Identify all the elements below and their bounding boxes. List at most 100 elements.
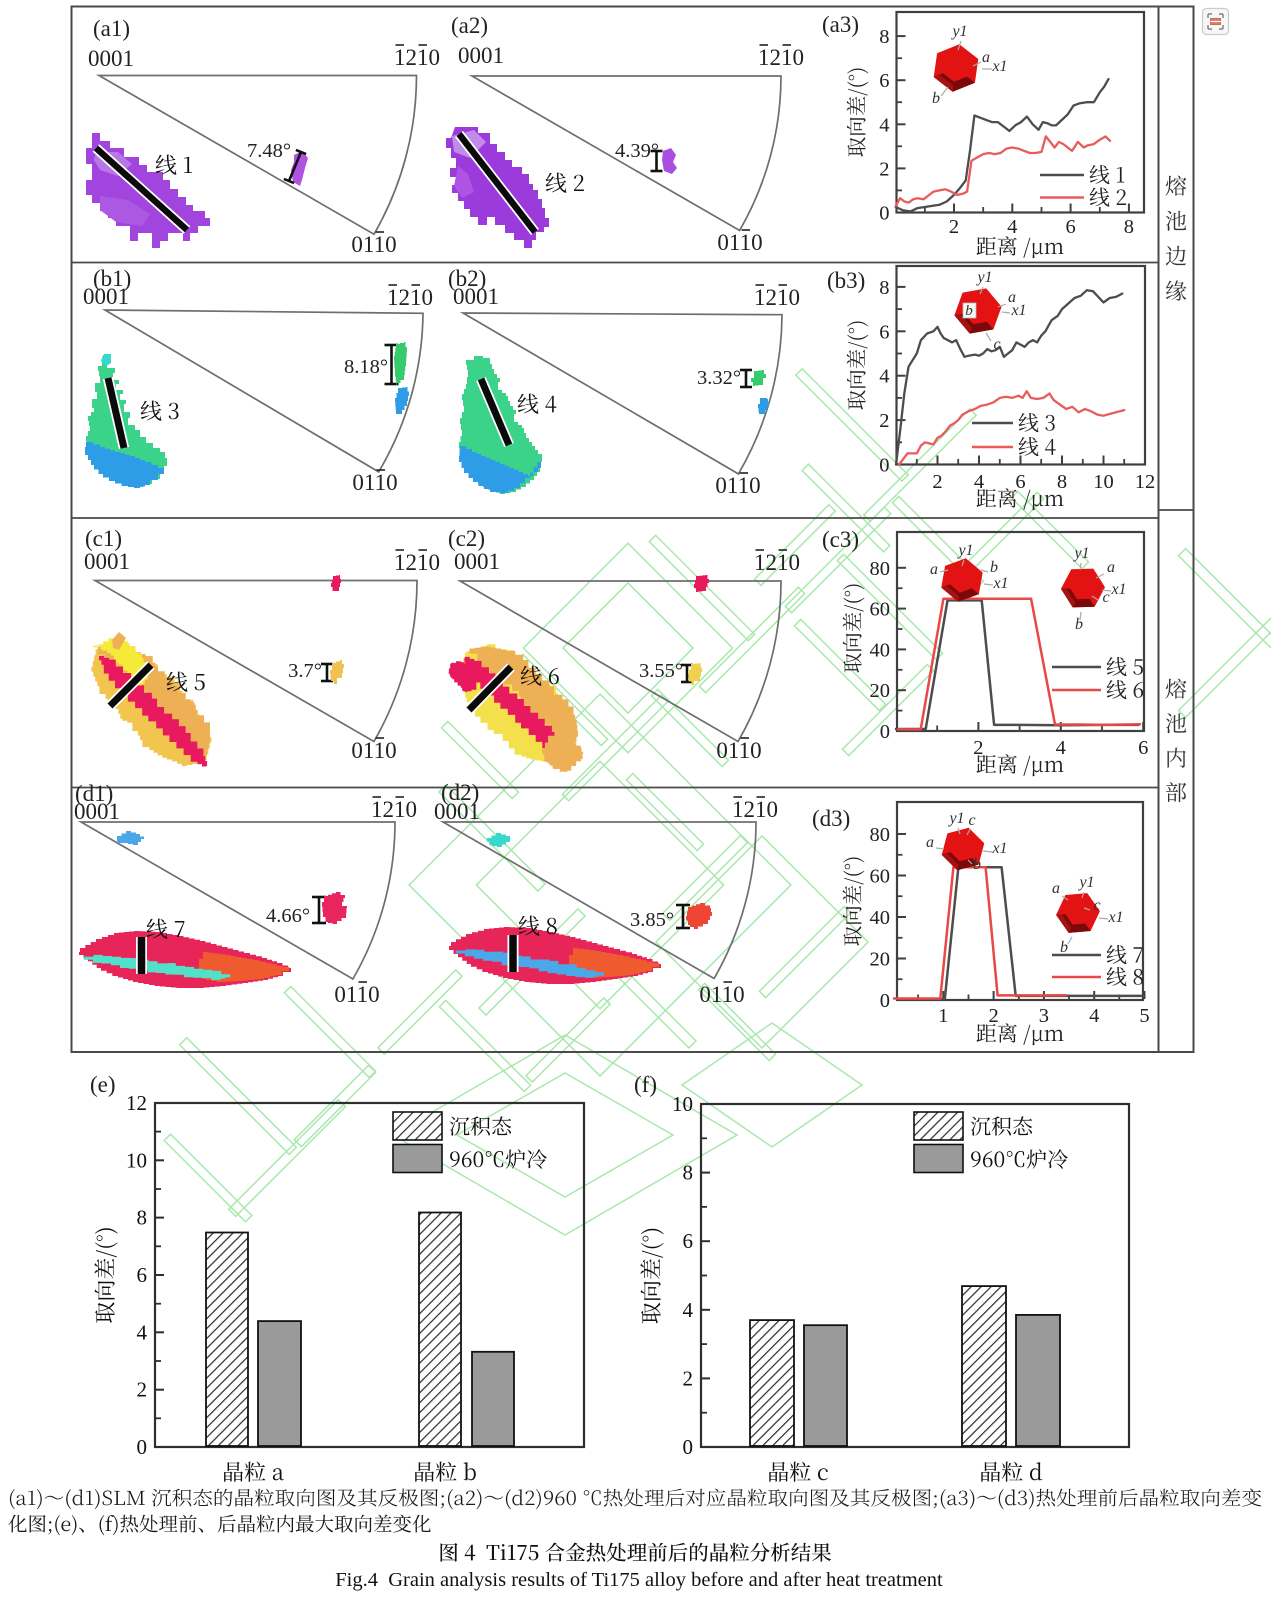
svg-text:0110: 0110 <box>351 738 396 763</box>
svg-text:6: 6 <box>683 1229 694 1253</box>
svg-text:80: 80 <box>870 824 891 846</box>
svg-text:0: 0 <box>879 203 889 225</box>
svg-text:0110: 0110 <box>717 230 762 255</box>
svg-text:b: b <box>973 856 981 873</box>
svg-text:(c2): (c2) <box>448 526 485 551</box>
svg-text:8.18°: 8.18° <box>344 356 388 378</box>
svg-text:0001: 0001 <box>84 549 130 574</box>
svg-text:a: a <box>930 561 938 578</box>
svg-text:4.39°: 4.39° <box>615 140 659 162</box>
svg-text:0110: 0110 <box>351 232 396 257</box>
svg-text:3: 3 <box>1039 1005 1049 1027</box>
svg-text:y1: y1 <box>1077 874 1094 891</box>
svg-text:x1: x1 <box>991 58 1007 75</box>
svg-text:b: b <box>965 303 973 319</box>
svg-text:2: 2 <box>949 216 959 238</box>
svg-text:6: 6 <box>879 321 889 343</box>
svg-text:1210: 1210 <box>387 285 433 310</box>
svg-text:60: 60 <box>870 599 891 621</box>
svg-text:0001: 0001 <box>458 43 504 68</box>
svg-text:0: 0 <box>683 1435 694 1459</box>
svg-text:(b3): (b3) <box>827 268 865 293</box>
svg-text:y1: y1 <box>947 810 964 827</box>
svg-text:1210: 1210 <box>758 45 804 70</box>
svg-text:4: 4 <box>1007 216 1017 238</box>
svg-text:0110: 0110 <box>716 738 761 763</box>
svg-text:4: 4 <box>974 471 984 493</box>
svg-text:x1: x1 <box>1110 581 1126 598</box>
svg-text:2: 2 <box>137 1378 148 1402</box>
svg-text:c: c <box>1093 897 1100 914</box>
svg-text:6: 6 <box>1138 737 1148 759</box>
svg-text:0001: 0001 <box>434 799 480 824</box>
svg-text:0001: 0001 <box>88 46 134 71</box>
svg-text:0110: 0110 <box>334 982 379 1007</box>
svg-text:1210: 1210 <box>754 550 800 575</box>
svg-text:6: 6 <box>1065 216 1075 238</box>
svg-text:0: 0 <box>137 1435 148 1459</box>
svg-text:1210: 1210 <box>394 550 440 575</box>
svg-text:7.48°: 7.48° <box>247 140 291 162</box>
svg-text:12: 12 <box>126 1091 147 1115</box>
svg-text:b: b <box>1060 939 1068 956</box>
svg-text:8: 8 <box>137 1206 148 1230</box>
svg-text:2: 2 <box>879 158 889 180</box>
svg-text:10: 10 <box>672 1092 693 1116</box>
svg-text:0001: 0001 <box>454 549 500 574</box>
svg-text:0001: 0001 <box>453 284 499 309</box>
svg-text:(a3): (a3) <box>822 12 859 37</box>
svg-text:0110: 0110 <box>699 982 744 1007</box>
svg-text:2: 2 <box>988 1005 998 1027</box>
svg-text:10: 10 <box>126 1148 147 1172</box>
svg-text:0110: 0110 <box>715 473 760 498</box>
svg-text:0110: 0110 <box>352 470 397 495</box>
svg-text:8: 8 <box>1057 471 1067 493</box>
svg-text:(d3): (d3) <box>812 806 850 831</box>
svg-text:20: 20 <box>870 949 891 971</box>
svg-text:60: 60 <box>870 866 891 888</box>
svg-text:4: 4 <box>1089 1005 1099 1027</box>
svg-text:a: a <box>1107 559 1115 576</box>
svg-text:(b1): (b1) <box>93 266 131 291</box>
svg-text:1210: 1210 <box>394 45 440 70</box>
svg-text:0: 0 <box>880 721 890 743</box>
svg-text:a: a <box>1008 289 1016 306</box>
svg-text:0001: 0001 <box>74 799 120 824</box>
svg-text:(e): (e) <box>90 1072 116 1097</box>
svg-text:(d2): (d2) <box>441 780 479 805</box>
svg-text:3.85°: 3.85° <box>630 909 674 931</box>
svg-text:1: 1 <box>938 1005 948 1027</box>
svg-text:80: 80 <box>870 558 891 580</box>
svg-text:0: 0 <box>879 455 889 477</box>
svg-text:1210: 1210 <box>754 285 800 310</box>
svg-text:2: 2 <box>932 471 942 493</box>
svg-text:(d1): (d1) <box>75 781 113 806</box>
svg-text:1210: 1210 <box>732 797 778 822</box>
svg-text:2: 2 <box>683 1366 694 1390</box>
svg-text:1210: 1210 <box>371 797 417 822</box>
svg-text:2: 2 <box>973 737 983 759</box>
svg-text:b: b <box>932 90 940 107</box>
svg-text:y1: y1 <box>950 23 967 40</box>
svg-text:2: 2 <box>879 410 889 432</box>
svg-text:y1: y1 <box>956 542 973 559</box>
svg-text:4: 4 <box>1056 737 1066 759</box>
svg-text:6: 6 <box>879 70 889 92</box>
svg-text:(a1): (a1) <box>93 16 130 41</box>
svg-text:3.32°: 3.32° <box>697 367 741 389</box>
svg-text:a: a <box>1052 880 1060 897</box>
svg-text:10: 10 <box>1093 471 1114 493</box>
svg-text:(c1): (c1) <box>85 526 122 551</box>
svg-text:6: 6 <box>137 1263 148 1287</box>
svg-text:b: b <box>990 559 998 576</box>
svg-text:(c3): (c3) <box>822 527 859 552</box>
svg-text:40: 40 <box>870 639 891 661</box>
svg-text:(f): (f) <box>634 1072 657 1097</box>
svg-text:y1: y1 <box>1072 545 1089 562</box>
svg-text:c: c <box>1102 589 1109 606</box>
svg-text:4: 4 <box>879 114 889 136</box>
svg-text:20: 20 <box>870 680 891 702</box>
svg-text:x1: x1 <box>992 575 1008 592</box>
svg-text:0: 0 <box>880 990 890 1012</box>
svg-text:4: 4 <box>879 366 889 388</box>
